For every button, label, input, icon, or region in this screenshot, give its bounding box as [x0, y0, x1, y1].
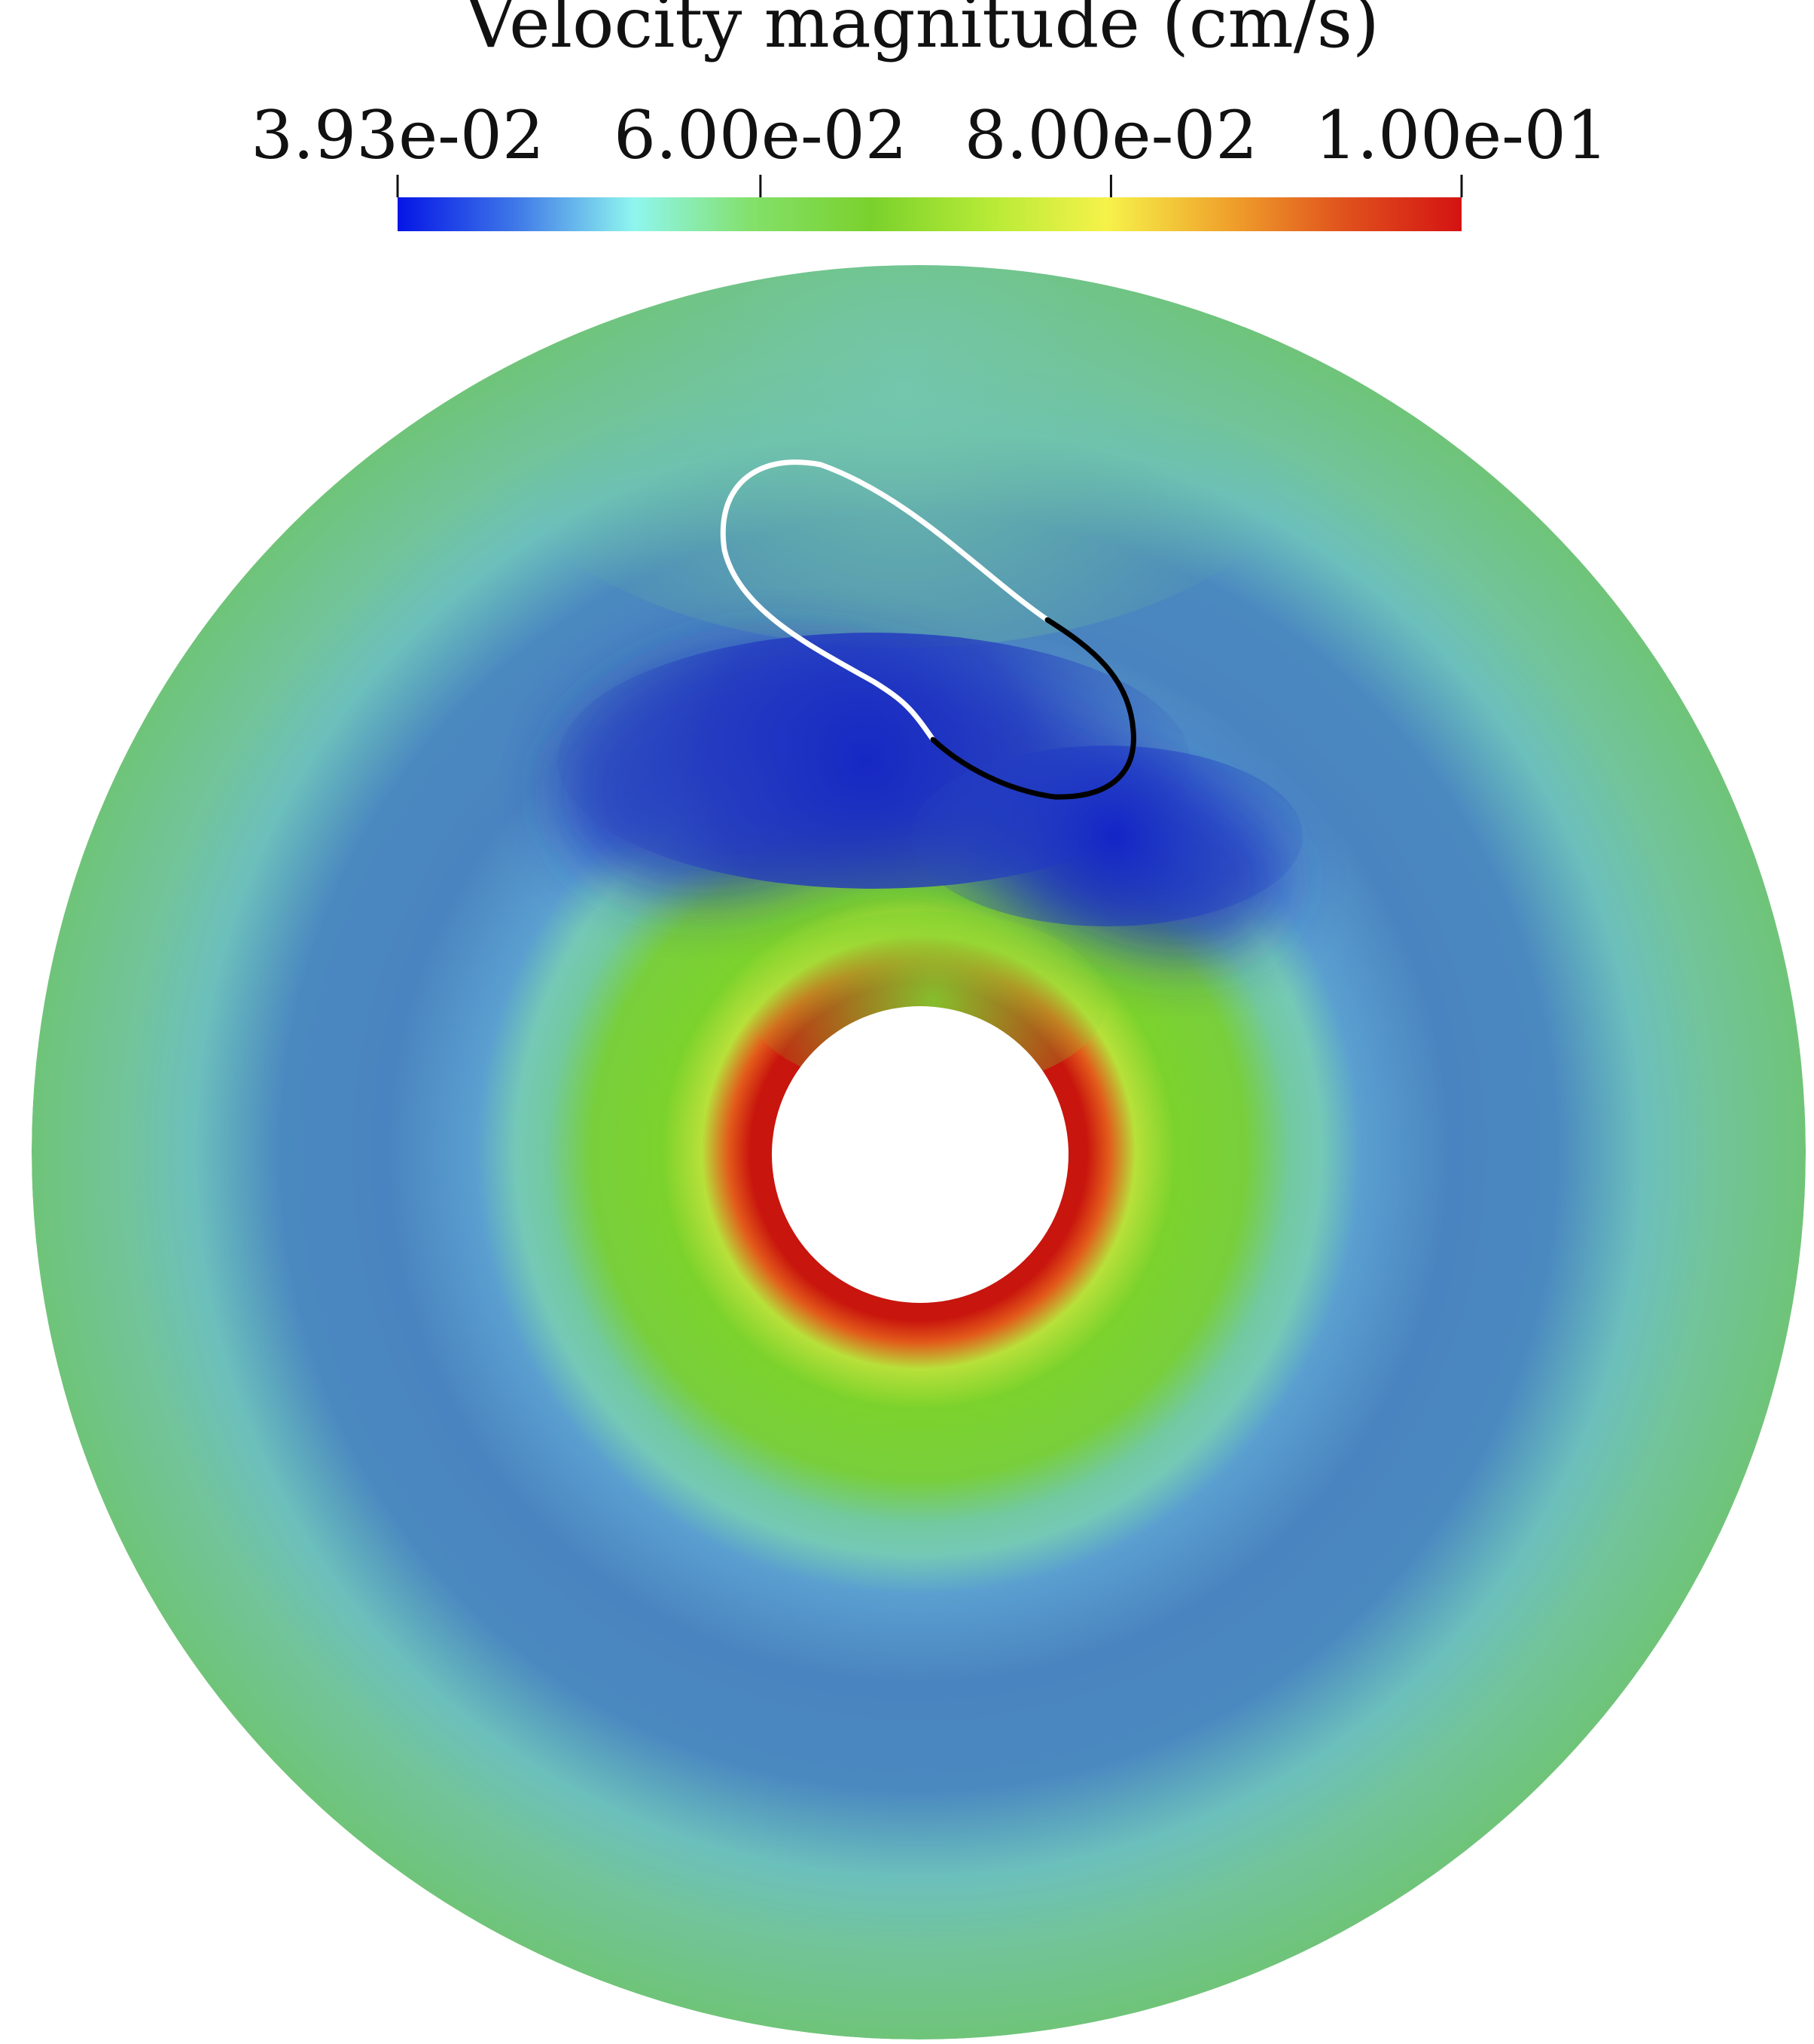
- colorbar-tick-label: 6.00e-02: [614, 96, 907, 174]
- inner-cylinder: [772, 1006, 1069, 1303]
- colorbar-tick-label: 1.00e-01: [1315, 96, 1608, 174]
- colorbar-title: Velocity magnitude (cm/s): [465, 0, 1380, 63]
- colorbar-ticks: 3.93e-02 6.00e-02 8.00e-02 1.00e-01: [251, 96, 1608, 197]
- immersed-body: [720, 459, 1136, 800]
- colorbar-bar: [398, 197, 1462, 231]
- colorbar: Velocity magnitude (cm/s) 3.93e-02 6.00e-…: [251, 0, 1608, 231]
- body-outline-black: [930, 617, 1136, 800]
- top-cyan-region: [482, 265, 1325, 648]
- colorbar-tick-label: 3.93e-02: [251, 96, 544, 174]
- body-outline-white: [720, 459, 1050, 743]
- velocity-field: [32, 265, 1806, 2039]
- colorbar-tick-label: 8.00e-02: [965, 96, 1258, 174]
